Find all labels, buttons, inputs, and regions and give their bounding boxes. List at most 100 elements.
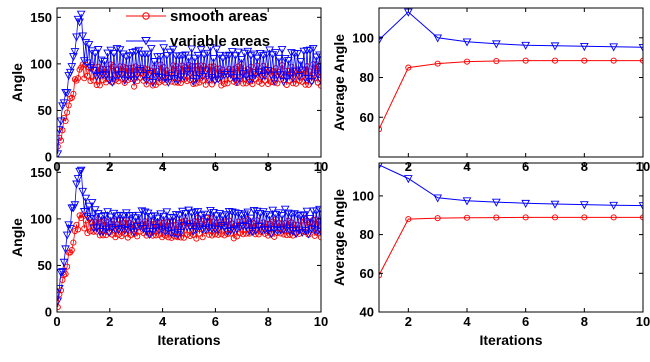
data-point-variable [75,18,84,27]
x-tick-label: 2 [405,314,412,329]
data-point-smooth [78,64,85,71]
data-point-smooth [199,234,206,241]
data-point-variable [230,52,240,61]
data-point-variable [252,207,262,216]
data-point-variable [196,46,206,55]
data-point-variable [103,49,112,58]
data-point-smooth [196,79,203,86]
data-point-variable [160,74,170,83]
data-point-variable [61,245,70,254]
data-point-variable [304,230,313,239]
data-point-variable [521,199,531,208]
data-point-variable [146,45,156,54]
data-point-variable [195,223,204,232]
data-point-variable [81,39,91,48]
data-point-smooth [221,80,228,87]
data-point-smooth [155,79,163,86]
data-point-variable [90,206,100,215]
y-tick-label: 100 [352,188,374,203]
data-point-smooth [581,214,588,221]
data-point-variable [128,212,137,221]
data-point-variable [266,71,276,80]
data-point-variable [266,230,276,239]
data-point-variable [403,175,413,184]
data-point-variable [151,72,161,82]
data-point-variable [76,10,86,19]
data-point-variable [67,63,77,72]
data-point-variable [181,209,190,219]
data-point-variable [58,268,67,277]
data-point-variable [280,55,290,64]
x-tick-label: 4 [159,314,167,329]
data-point-smooth [71,76,78,83]
x-tick-label: 6 [522,314,529,329]
data-point-variable [290,210,299,219]
data-point-variable [72,33,81,42]
y-tick-label: 100 [352,30,374,45]
data-point-variable [293,211,302,220]
data-point-variable [234,209,243,219]
data-point-variable [297,66,307,75]
data-point-variable [579,43,589,52]
data-point-variable [433,34,443,43]
data-point-variable [283,56,293,66]
data-point-variable [78,187,88,196]
data-point-smooth [184,78,191,85]
data-point-smooth [68,246,75,254]
data-point-variable [202,49,212,58]
data-point-smooth [221,232,228,239]
data-point-variable [204,224,214,233]
data-point-smooth [258,80,265,87]
y-tick-label: 150 [30,10,52,25]
plot-area [57,166,321,311]
data-point-variable [198,225,207,234]
data-point-variable [294,226,304,235]
data-point-smooth [639,214,643,221]
data-point-variable [165,48,175,57]
data-point-smooth [117,63,124,70]
data-point-variable [213,225,223,234]
data-point-variable [156,210,165,219]
axes-frame [56,162,322,313]
data-point-variable [115,211,125,220]
data-point-smooth [168,234,175,241]
axes-frame [378,7,644,158]
y-tick-label: 60 [360,110,374,125]
data-point-variable [173,76,183,85]
data-point-variable [271,49,281,58]
data-point-variable [140,208,150,217]
data-point-variable [232,77,242,86]
data-point-variable [269,77,279,86]
data-point-variable [379,36,384,45]
data-point-smooth [71,227,78,235]
data-point-variable [153,214,162,223]
data-point-variable [174,211,184,220]
axes-frame [378,162,644,313]
data-point-variable [243,208,253,217]
y-tick-label: 80 [360,70,374,85]
data-point-smooth [145,66,152,73]
data-point-smooth [285,67,292,75]
x-tick-label: 6 [212,314,219,329]
data-point-smooth [610,57,617,64]
data-point-variable [185,70,195,79]
data-point-variable [521,41,531,50]
data-point-variable [98,227,108,236]
y-tick-label: 150 [30,165,52,180]
y-tick-label: 80 [360,227,374,242]
data-point-variable [310,226,320,235]
data-point-smooth [162,232,169,239]
data-point-variable [149,58,159,67]
data-point-variable [579,201,589,210]
data-point-variable [299,211,309,220]
data-point-variable [107,78,117,87]
data-point-smooth [93,81,100,89]
data-point-variable [310,72,320,81]
data-point-variable [195,71,204,80]
data-point-smooth [551,57,559,64]
legend-label-variable: variable areas [170,33,270,50]
data-point-smooth [87,77,94,85]
data-point-variable [104,76,114,85]
